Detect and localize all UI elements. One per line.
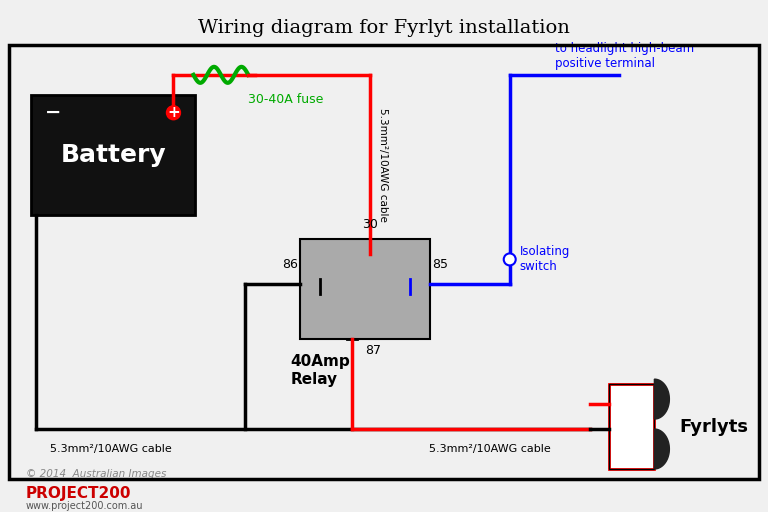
Text: Battery: Battery	[61, 143, 166, 166]
Text: −: −	[45, 103, 61, 122]
Text: Wiring diagram for Fyrlyt installation: Wiring diagram for Fyrlyt installation	[198, 19, 570, 37]
Text: Fyrlyts: Fyrlyts	[680, 418, 748, 436]
Text: 30-40A fuse: 30-40A fuse	[247, 93, 323, 106]
Text: 85: 85	[432, 258, 448, 271]
Text: © 2014  Australian Images: © 2014 Australian Images	[26, 469, 166, 479]
Text: 5.3mm²/10AWG cable: 5.3mm²/10AWG cable	[50, 444, 171, 454]
Polygon shape	[654, 379, 670, 419]
Circle shape	[167, 106, 180, 120]
Polygon shape	[654, 429, 670, 469]
Text: 86: 86	[283, 258, 298, 271]
FancyBboxPatch shape	[610, 384, 654, 469]
FancyBboxPatch shape	[31, 95, 195, 215]
Text: Isolating
switch: Isolating switch	[520, 245, 570, 273]
FancyBboxPatch shape	[300, 240, 430, 339]
Text: 5.3mm²/10AWG cable: 5.3mm²/10AWG cable	[378, 108, 388, 222]
Text: PROJECT200: PROJECT200	[26, 486, 131, 501]
Text: www.project200.com.au: www.project200.com.au	[26, 501, 144, 511]
Text: 5.3mm²/10AWG cable: 5.3mm²/10AWG cable	[429, 444, 551, 454]
Text: 87: 87	[365, 344, 381, 357]
Text: 40Amp
Relay: 40Amp Relay	[290, 354, 350, 387]
Text: to headlight high-beam
positive terminal: to headlight high-beam positive terminal	[554, 42, 694, 70]
Circle shape	[504, 253, 515, 265]
Text: +: +	[167, 105, 180, 120]
Text: 30: 30	[362, 219, 378, 231]
